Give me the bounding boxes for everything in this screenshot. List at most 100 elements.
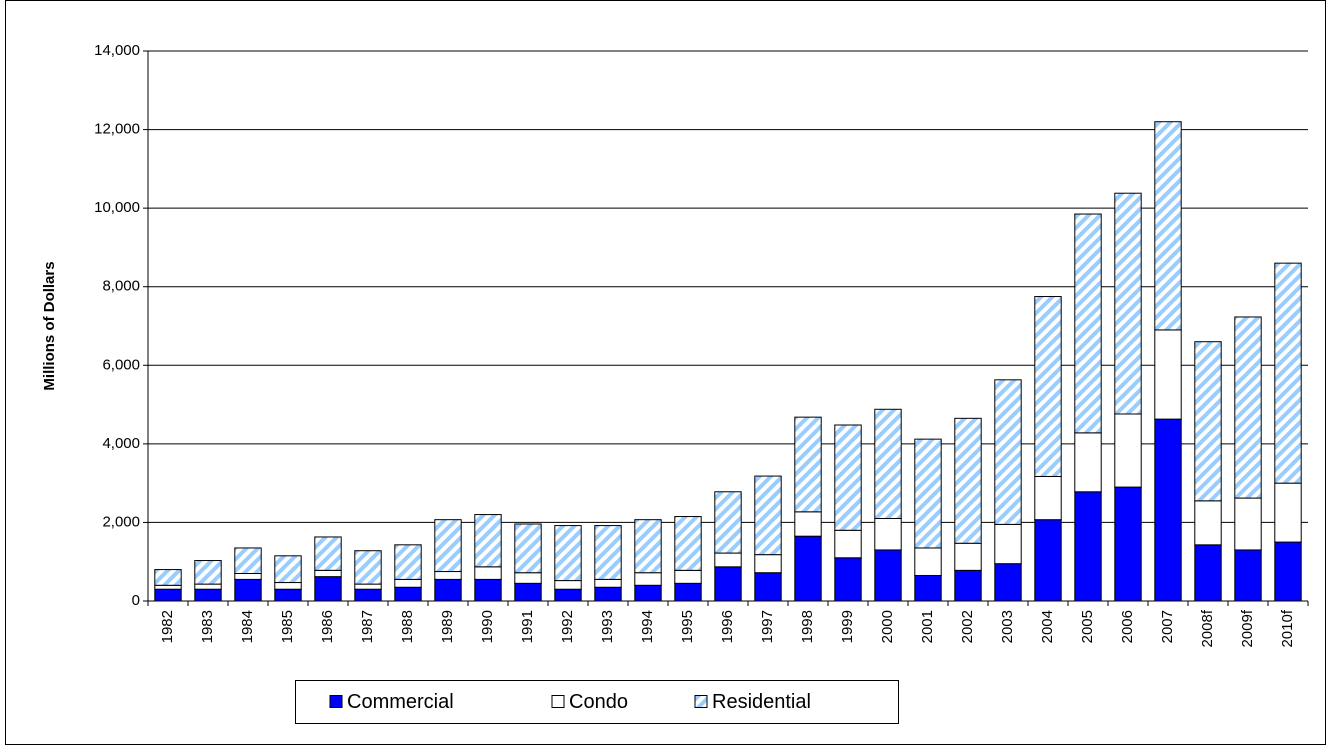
bar-segment — [514, 582, 542, 602]
bar-segment — [474, 514, 502, 568]
bar-segment — [354, 550, 382, 585]
bar-segment — [874, 408, 902, 519]
bar-segment — [394, 544, 422, 580]
x-tick-label: 2005 — [1079, 610, 1096, 643]
x-tick-label: 1985 — [279, 610, 296, 643]
bar-segment — [874, 549, 902, 602]
x-tick-label: 1986 — [319, 610, 336, 643]
bar-segment — [874, 518, 902, 551]
bar-segment — [1154, 121, 1182, 331]
x-tick-label: 1982 — [159, 610, 176, 643]
y-axis-label: Millions of Dollars — [41, 261, 58, 390]
bar-segment — [514, 572, 542, 584]
x-tick-label: 1989 — [439, 610, 456, 643]
bar-segment — [1274, 262, 1302, 484]
bar-segment — [194, 560, 222, 585]
y-tick-label: 10,000 — [94, 199, 140, 216]
x-tick-label: 2003 — [999, 610, 1016, 643]
bar-segment — [194, 588, 222, 602]
bar-segment — [154, 588, 182, 602]
bar-segment — [794, 511, 822, 537]
bar-segment — [274, 555, 302, 584]
bar-segment — [634, 572, 662, 586]
bar-segment — [1194, 500, 1222, 546]
y-tick-label: 6,000 — [102, 356, 140, 373]
x-tick-label: 1996 — [719, 610, 736, 643]
bar-segment — [1234, 316, 1262, 499]
bar-segment — [354, 583, 382, 590]
bar-segment — [474, 566, 502, 580]
bar-segment — [434, 519, 462, 573]
bar-segment — [1034, 519, 1062, 602]
bar-segment — [674, 582, 702, 602]
bar-segment — [714, 491, 742, 554]
x-tick-label: 1990 — [479, 610, 496, 643]
x-tick-label: 1994 — [639, 610, 656, 643]
bar-segment — [994, 563, 1022, 602]
bar-segment — [1034, 475, 1062, 521]
bar-segment — [834, 424, 862, 531]
bar-segment — [1274, 541, 1302, 602]
x-tick-label: 1998 — [799, 610, 816, 643]
x-tick-label: 1997 — [759, 610, 776, 643]
x-tick-label: 2010f — [1279, 609, 1296, 647]
bar-segment — [434, 571, 462, 580]
y-tick-label: 8,000 — [102, 278, 140, 295]
bar-segment — [1194, 544, 1222, 602]
y-tick-label: 14,000 — [94, 42, 140, 59]
bar-segment — [754, 572, 782, 602]
y-tick-label: 0 — [132, 592, 140, 609]
bar-segment — [1234, 549, 1262, 602]
bar-segment — [1074, 491, 1102, 602]
x-tick-label: 2001 — [919, 610, 936, 643]
x-tick-label: 1991 — [519, 610, 536, 643]
bar-segment — [554, 580, 582, 590]
x-tick-label: 1992 — [559, 610, 576, 643]
bar-segment — [314, 536, 342, 571]
bar-segment — [754, 475, 782, 556]
legend-box — [295, 680, 899, 724]
bar-segment — [234, 573, 262, 580]
bar-segment — [834, 529, 862, 559]
bar-segment — [394, 586, 422, 602]
bar-segment — [1074, 432, 1102, 493]
bar-segment — [1274, 482, 1302, 543]
bar-segment — [1114, 413, 1142, 488]
bar-segment — [714, 552, 742, 568]
legend-swatch — [329, 695, 343, 708]
bar-segment — [234, 547, 262, 575]
bar-segment — [274, 582, 302, 590]
y-tick-label: 4,000 — [102, 435, 140, 452]
bar-segment — [1154, 418, 1182, 602]
bar-segment — [154, 584, 182, 590]
x-tick-label: 2006 — [1119, 610, 1136, 643]
bar-segment — [594, 586, 622, 602]
bar-segment — [914, 574, 942, 602]
bar-segment — [554, 588, 582, 602]
x-tick-label: 1995 — [679, 610, 696, 643]
legend-label: Condo — [569, 691, 628, 713]
bar-segment — [354, 588, 382, 602]
bar-segment — [394, 578, 422, 588]
x-tick-label: 1993 — [599, 610, 616, 643]
x-tick-label: 2004 — [1039, 610, 1056, 643]
x-tick-label: 2007 — [1159, 610, 1176, 643]
bar-segment — [554, 525, 582, 582]
x-tick-label: 1984 — [239, 610, 256, 643]
bar-segment — [274, 588, 302, 602]
legend-swatch — [694, 695, 708, 708]
bar-segment — [994, 523, 1022, 565]
bar-segment — [994, 379, 1022, 525]
y-tick-label: 2,000 — [102, 513, 140, 530]
x-tick-label: 1988 — [399, 610, 416, 643]
bar-segment — [594, 578, 622, 588]
x-tick-label: 2000 — [879, 610, 896, 643]
bar-segment — [514, 523, 542, 574]
bar-segment — [1234, 497, 1262, 551]
bar-segment — [954, 569, 982, 602]
bar-segment — [634, 519, 662, 574]
y-tick-label: 12,000 — [94, 121, 140, 138]
bar-segment — [914, 438, 942, 549]
bar-segment — [714, 566, 742, 602]
